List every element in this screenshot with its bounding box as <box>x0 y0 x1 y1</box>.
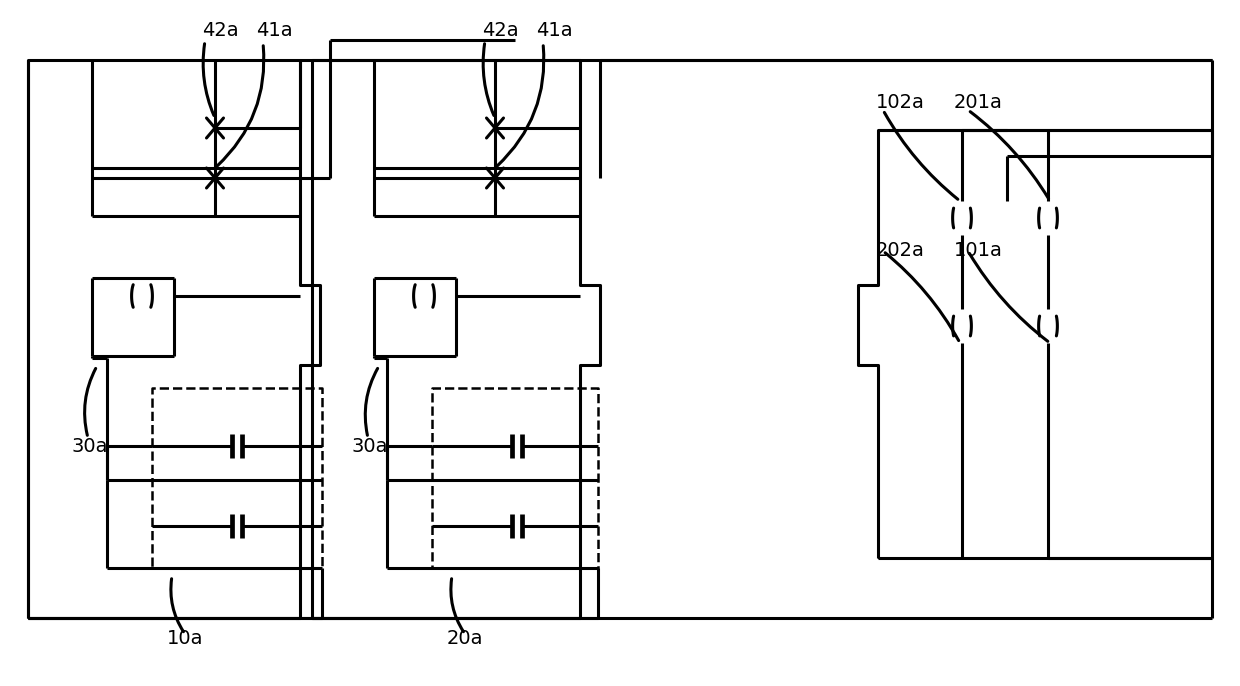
Text: 30a: 30a <box>72 436 108 456</box>
Text: 20a: 20a <box>446 628 484 648</box>
Text: 202a: 202a <box>875 241 925 261</box>
Text: 42a: 42a <box>202 21 238 40</box>
Text: 201a: 201a <box>954 93 1002 112</box>
Text: 41a: 41a <box>255 21 293 40</box>
Text: 10a: 10a <box>166 628 203 648</box>
Text: 102a: 102a <box>875 93 925 112</box>
Text: 42a: 42a <box>481 21 518 40</box>
Text: 30a: 30a <box>352 436 388 456</box>
Text: 41a: 41a <box>536 21 573 40</box>
Text: 101a: 101a <box>954 241 1002 261</box>
